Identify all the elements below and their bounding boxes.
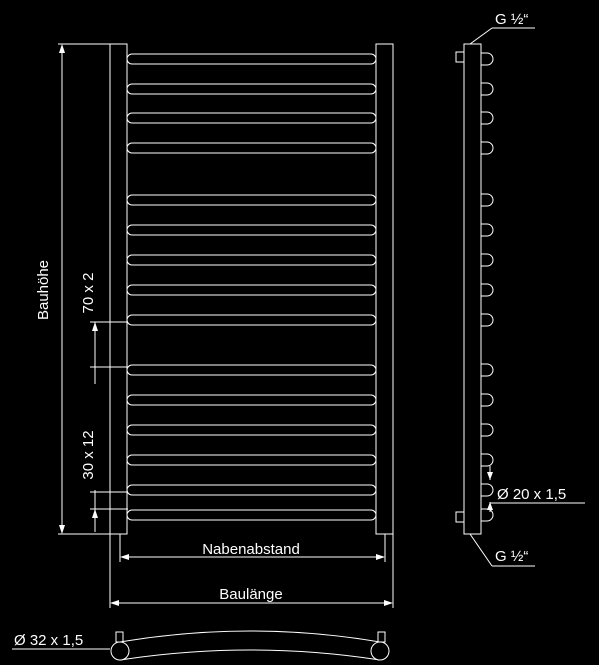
side-bar-7 xyxy=(481,253,494,267)
collector-tube-label: Ø 32 x 1,5 xyxy=(14,632,83,649)
spacing-top-dimension: 70 x 2 xyxy=(80,273,128,384)
front-bar-5 xyxy=(126,194,377,206)
side-bar-3 xyxy=(481,111,494,125)
front-bar-1 xyxy=(126,53,377,65)
front-bar-9 xyxy=(126,314,377,326)
side-bar-6 xyxy=(481,223,494,237)
bar-tube-label: Ø 20 x 1,5 xyxy=(497,486,566,503)
side-bar-10 xyxy=(481,363,494,377)
front-bar-4 xyxy=(126,142,377,154)
front-view: Bauhöhe 70 x 2 30 x 12 Nabenabstand xyxy=(35,43,394,608)
spacing-top-label: 70 x 2 xyxy=(80,273,97,314)
side-view: G ½“ G ½“ Ø 20 x 1,5 xyxy=(455,11,585,567)
spacing-bottom-dimension: 30 x 12 xyxy=(80,430,128,532)
side-bar-9 xyxy=(481,313,494,327)
front-bars xyxy=(126,53,377,521)
front-bar-12 xyxy=(126,424,377,436)
length-label: Baulänge xyxy=(219,586,282,603)
connection-top-label: G ½“ xyxy=(495,11,528,28)
spacing-bottom-label: 30 x 12 xyxy=(80,430,97,479)
front-bar-7 xyxy=(126,254,377,266)
side-bars xyxy=(481,52,494,522)
front-bar-2 xyxy=(126,83,377,95)
side-bar-2 xyxy=(481,82,494,96)
front-bar-14 xyxy=(126,484,377,496)
side-bar-15 xyxy=(481,508,494,522)
length-dimension: Baulänge xyxy=(109,534,394,608)
front-bar-6 xyxy=(126,224,377,236)
side-bar-14 xyxy=(481,483,494,497)
front-bar-3 xyxy=(126,112,377,124)
front-bar-11 xyxy=(126,394,377,406)
side-collector xyxy=(463,43,482,535)
side-bar-1 xyxy=(481,52,494,66)
front-bar-13 xyxy=(126,454,377,466)
side-bar-11 xyxy=(481,393,494,407)
side-bar-8 xyxy=(481,283,494,297)
side-bar-12 xyxy=(481,423,494,437)
hub-distance-dimension: Nabenabstand xyxy=(119,534,386,562)
side-bar-5 xyxy=(481,193,494,207)
height-dimension: Bauhöhe xyxy=(35,43,110,535)
hub-distance-label: Nabenabstand xyxy=(202,541,300,558)
connection-bottom-label: G ½“ xyxy=(495,548,528,565)
side-bar-13 xyxy=(481,453,494,467)
left-collector xyxy=(109,43,128,535)
right-collector xyxy=(375,43,394,535)
top-view: Ø 32 x 1,5 xyxy=(12,630,390,661)
front-bar-15 xyxy=(126,509,377,521)
front-bar-10 xyxy=(126,364,377,376)
side-bar-4 xyxy=(481,141,494,155)
front-bar-8 xyxy=(126,284,377,296)
height-label: Bauhöhe xyxy=(35,260,52,320)
